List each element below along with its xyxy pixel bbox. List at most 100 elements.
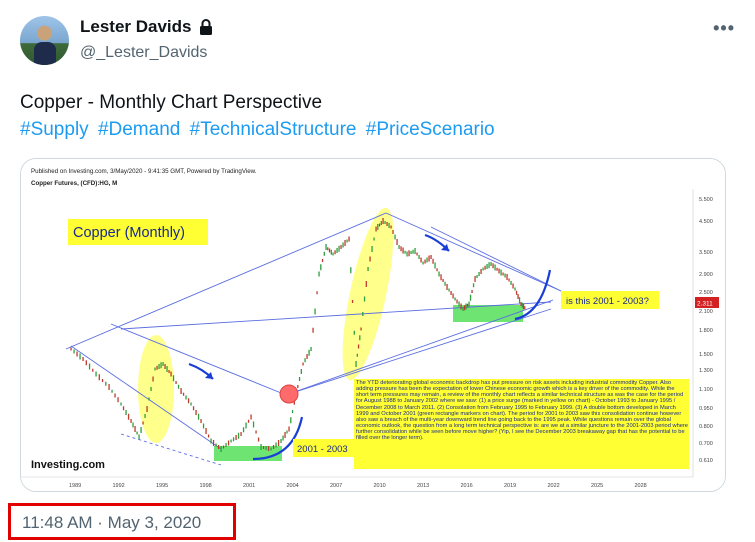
- breakaway-gap-marker: [279, 384, 299, 404]
- candle: [280, 439, 282, 443]
- candle: [450, 291, 452, 295]
- candle: [320, 264, 322, 271]
- candle: [288, 426, 290, 432]
- candle: [293, 400, 295, 405]
- candle: [414, 248, 416, 254]
- candle: [190, 402, 192, 406]
- candle: [371, 246, 373, 252]
- candle: [127, 413, 130, 420]
- candle: [180, 388, 182, 394]
- surge-ellipse-1995: [138, 335, 174, 443]
- candle: [412, 249, 414, 254]
- candle: [310, 347, 312, 351]
- candle: [156, 365, 158, 370]
- x-tick-label: 1998: [200, 483, 212, 489]
- candle: [215, 443, 217, 447]
- candle: [363, 296, 366, 302]
- candle: [448, 288, 450, 292]
- more-options-icon[interactable]: •••: [713, 18, 735, 38]
- candle: [342, 242, 344, 248]
- hashtag-technical-structure[interactable]: #TechnicalStructure: [189, 119, 357, 140]
- candle: [424, 259, 426, 264]
- candle: [420, 257, 422, 263]
- annotation-box: [354, 379, 689, 469]
- candle: [325, 244, 327, 250]
- candle: [422, 261, 424, 265]
- y-tick-label: 0.800: [699, 424, 713, 430]
- candle: [452, 293, 454, 299]
- display-name[interactable]: Lester Davids: [80, 17, 214, 37]
- instrument-label: Copper Futures, (CFD):HG, M: [31, 180, 117, 187]
- candle: [369, 256, 371, 262]
- candle: [463, 305, 466, 311]
- candle: [502, 272, 504, 276]
- candle: [306, 354, 308, 359]
- y-tick-label: 1.500: [699, 352, 713, 358]
- candle: [386, 222, 388, 226]
- candle: [436, 268, 438, 272]
- candle: [514, 287, 516, 291]
- candle: [382, 218, 384, 224]
- trend-lines: [65, 212, 562, 466]
- hashtag-demand[interactable]: #Demand: [97, 119, 181, 140]
- title-box: [68, 219, 208, 245]
- candle: [438, 271, 440, 277]
- display-name-text[interactable]: Lester Davids: [80, 17, 192, 36]
- candle: [428, 255, 430, 262]
- hashtag-supply[interactable]: #Supply: [20, 119, 89, 140]
- candle: [140, 427, 142, 433]
- candle: [500, 269, 502, 276]
- candle: [187, 398, 190, 404]
- y-tick-label: 1.800: [699, 328, 713, 334]
- candle: [177, 384, 180, 389]
- candle: [152, 376, 154, 382]
- candle: [146, 406, 148, 412]
- candle: [318, 271, 320, 277]
- candle: [125, 410, 127, 415]
- avatar[interactable]: [20, 16, 69, 65]
- candle: [488, 262, 490, 269]
- y-tick-label: 5.500: [699, 197, 713, 203]
- candle: [478, 272, 480, 276]
- candle: [92, 368, 94, 372]
- candle: [357, 344, 360, 349]
- x-tick-label: 2001: [243, 483, 255, 489]
- candle: [508, 278, 510, 282]
- candle: [138, 434, 140, 440]
- candle: [284, 432, 286, 438]
- candle: [182, 392, 185, 396]
- hashtag-price-scenario[interactable]: #PriceScenario: [365, 119, 495, 140]
- candle: [117, 397, 119, 403]
- candle: [265, 446, 267, 450]
- candle: [518, 297, 521, 304]
- candle: [298, 377, 301, 381]
- tweet-timestamp[interactable]: 11:48 AM · May 3, 2020: [22, 513, 202, 532]
- candle: [308, 349, 310, 356]
- candle: [521, 302, 523, 308]
- user-handle[interactable]: @_Lester_Davids: [80, 44, 208, 61]
- candle: [353, 330, 355, 335]
- candle: [517, 294, 519, 299]
- candle: [388, 223, 390, 228]
- candle: [185, 395, 187, 400]
- x-tick-label: 2019: [504, 483, 516, 489]
- candle: [76, 351, 78, 357]
- label-2001-2003-box: [293, 439, 355, 457]
- candle: [492, 263, 494, 269]
- candle: [346, 239, 348, 243]
- candle: [101, 379, 104, 382]
- candle: [170, 371, 172, 377]
- candle: [334, 250, 336, 255]
- chart-image[interactable]: Published on Investing.com, 3/May/2020 -…: [20, 158, 726, 492]
- candle: [460, 303, 462, 310]
- x-tick-label: 2016: [461, 483, 473, 489]
- candle: [275, 442, 277, 448]
- candle: [416, 252, 418, 256]
- y-tick-label: 2.500: [699, 290, 713, 296]
- candle: [166, 366, 168, 372]
- candle: [484, 265, 486, 270]
- candle: [418, 255, 420, 259]
- candle: [458, 301, 460, 307]
- candle: [444, 281, 446, 286]
- candle: [73, 349, 75, 354]
